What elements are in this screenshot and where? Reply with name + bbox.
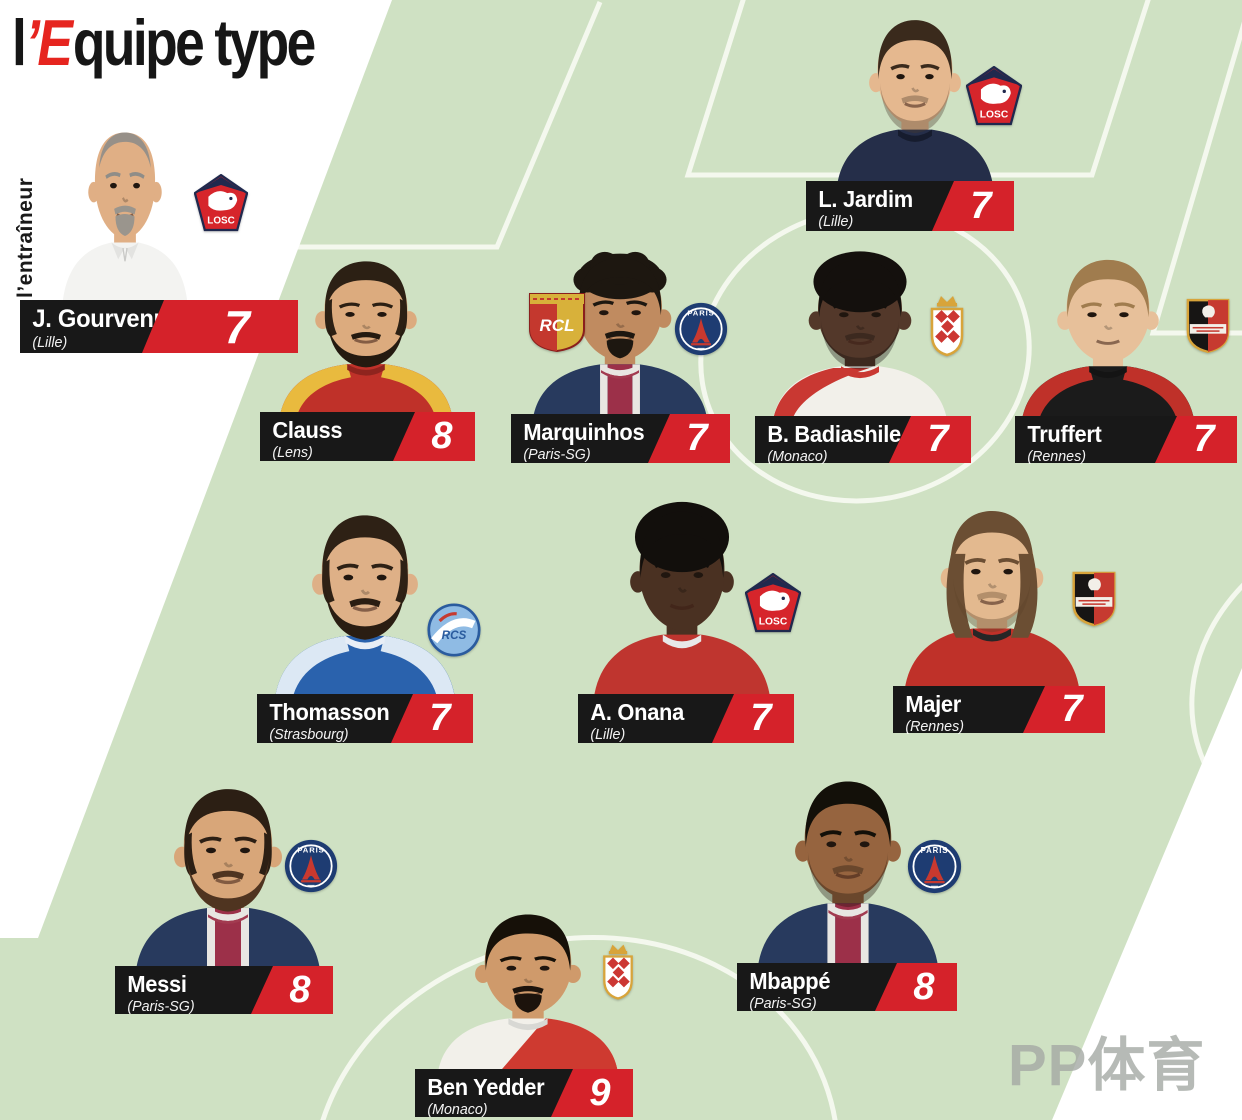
- player-club: (Monaco): [767, 448, 828, 465]
- bottom-right-white-wedge: [1052, 668, 1242, 1120]
- player-rating: 7: [750, 697, 772, 739]
- player-photo: [430, 903, 626, 1073]
- losc-logo: LOSC: [966, 66, 1022, 126]
- svg-text:PARIS: PARIS: [687, 309, 714, 318]
- player-card: L. Jardim (Lille) 7: [806, 181, 1014, 231]
- player-club: (Lille): [32, 334, 68, 351]
- player-photo: [525, 246, 715, 420]
- player-photo: [128, 776, 328, 970]
- psg-logo: PARIS: [284, 839, 338, 893]
- player-card: Clauss (Lens) 8: [260, 412, 475, 461]
- player-card: Majer (Rennes) 7: [893, 686, 1105, 735]
- player-rating: 7: [429, 697, 451, 739]
- watermark: PP体育: [1008, 1033, 1206, 1098]
- player-name: Ben Yedder: [427, 1074, 545, 1100]
- player-card: Messi (Paris-SG) 8: [115, 966, 333, 1015]
- player-club: (Strasbourg): [269, 726, 349, 743]
- player-rating: 8: [913, 965, 935, 1008]
- player-rating: 7: [1193, 418, 1215, 460]
- title-l: l: [12, 7, 27, 80]
- player-rating: 7: [224, 300, 250, 353]
- player-club: (Paris-SG): [749, 995, 817, 1012]
- page-title: l’Equipe type: [12, 6, 316, 81]
- svg-text:LOSC: LOSC: [207, 216, 234, 227]
- title-rest: quipe type: [72, 7, 316, 80]
- rennes-logo: [1070, 570, 1118, 628]
- svg-text:PARIS: PARIS: [297, 846, 324, 855]
- player-card: J. Gourvennec (Lille) 7: [20, 300, 298, 353]
- player-photo: [1014, 248, 1202, 422]
- player-card: Marquinhos (Paris-SG) 7: [511, 414, 730, 463]
- player-name: Majer: [905, 691, 962, 717]
- player-rating-badge: 8: [251, 966, 333, 1014]
- player-club: (Paris-SG): [127, 998, 195, 1015]
- svg-text:RCL: RCL: [540, 316, 575, 335]
- player-rating-badge: 7: [391, 694, 473, 743]
- player-rating: 7: [927, 418, 949, 460]
- title-accent-e: ’E: [25, 7, 73, 80]
- losc-logo: LOSC: [745, 573, 801, 633]
- player-photo: [830, 8, 1000, 187]
- player-rating: 8: [431, 415, 453, 457]
- player-rating-badge: 7: [712, 694, 794, 743]
- player-photo: [267, 502, 463, 699]
- player-rating-badge: 7: [142, 300, 298, 353]
- strasbourg-logo: RCS: [427, 603, 481, 657]
- player-rating: 7: [1061, 688, 1083, 730]
- player-club: (Lille): [818, 213, 854, 230]
- player-card: Mbappé (Paris-SG) 8: [737, 963, 957, 1012]
- player-name: Truffert: [1027, 421, 1102, 447]
- player-rating: 9: [589, 1071, 611, 1114]
- monaco-logo: [924, 293, 970, 359]
- player-rating: 7: [686, 417, 708, 459]
- psg-logo: PARIS: [907, 839, 962, 894]
- svg-text:RCS: RCS: [442, 629, 467, 642]
- player-card: A. Onana (Lille) 7: [578, 694, 794, 743]
- left-halfway-line: [295, 1, 603, 250]
- rennes-logo: [1185, 297, 1231, 355]
- player-photo: [272, 250, 460, 418]
- monaco-logo: [597, 941, 639, 1003]
- svg-text:LOSC: LOSC: [980, 109, 1009, 120]
- player-club: (Lille): [590, 726, 626, 743]
- left-white-wedge: [0, 0, 392, 938]
- player-name: Marquinhos: [523, 419, 645, 445]
- player-rating: 7: [970, 184, 992, 227]
- player-name: Mbappé: [749, 968, 831, 994]
- player-name: Messi: [127, 971, 187, 997]
- player-photo: [57, 112, 193, 304]
- losc-logo: LOSC: [194, 174, 248, 232]
- player-card: Thomasson (Strasbourg) 7: [257, 694, 473, 743]
- player-club: (Paris-SG): [523, 446, 591, 463]
- right-circle: [1189, 515, 1242, 865]
- player-club: (Monaco): [427, 1101, 488, 1118]
- player-name: L. Jardim: [818, 186, 913, 212]
- player-name: B. Badiashile: [767, 421, 901, 447]
- psg-logo: PARIS: [674, 302, 728, 356]
- player-card: Truffert (Rennes) 7: [1015, 416, 1237, 465]
- player-rating-badge: 7: [1155, 416, 1237, 463]
- svg-text:PARIS: PARIS: [920, 845, 948, 854]
- coach-role-label: l’entraîneur: [14, 177, 37, 298]
- player-club: (Rennes): [905, 718, 964, 735]
- player-photo: [750, 768, 946, 967]
- player-card: Ben Yedder (Monaco) 9: [415, 1069, 633, 1118]
- player-rating: 8: [289, 968, 311, 1011]
- player-name: Thomasson: [269, 699, 390, 725]
- player-photo: [897, 498, 1087, 690]
- player-club: (Lens): [272, 444, 313, 461]
- player-card: B. Badiashile (Monaco) 7: [755, 416, 971, 465]
- player-name: A. Onana: [590, 699, 684, 725]
- player-club: (Rennes): [1027, 448, 1086, 465]
- player-photo: [765, 248, 955, 422]
- player-name: Clauss: [272, 417, 343, 443]
- lens-logo: RCL: [526, 291, 588, 353]
- player-photo: [586, 498, 778, 699]
- svg-text:LOSC: LOSC: [759, 616, 788, 627]
